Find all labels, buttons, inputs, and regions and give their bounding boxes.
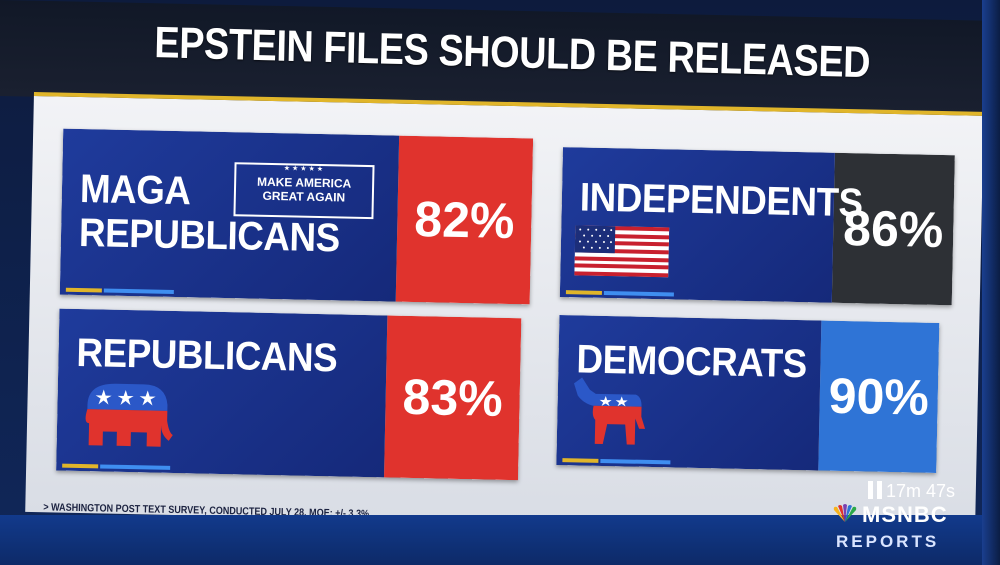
republicans-label: REPUBLICANS <box>76 330 338 381</box>
card-label-area: REPUBLICANS <box>56 308 388 478</box>
independents-percentage: 86% <box>831 152 955 306</box>
card-label-area: INDEPENDENTS <box>559 147 863 303</box>
accent-bar <box>603 290 674 297</box>
maga-badge: ★★★★★ MAKE AMERICA GREAT AGAIN <box>233 162 375 220</box>
accent-bar <box>100 464 171 470</box>
card-democrats: DEMOCRATS 90% <box>556 315 940 473</box>
broadcast-logo: 17m 47s MSNBC REPORTS <box>826 476 976 560</box>
poll-panel: MAGA REPUBLICANS ★★★★★ MAKE AMERICA GREA… <box>25 92 984 532</box>
pause-icon <box>868 481 882 499</box>
bottom-band <box>0 515 1000 565</box>
republicans-sublabel: REPUBLICANS <box>78 210 341 261</box>
card-republicans: REPUBLICANS 83% <box>56 308 522 481</box>
peacock-icon <box>833 504 857 522</box>
maga-label: MAGA <box>79 166 192 214</box>
show-name: REPORTS <box>836 532 940 551</box>
accent-bar <box>565 290 602 295</box>
card-independents: INDEPENDENTS <box>559 147 955 306</box>
republicans-percentage: 83% <box>384 315 522 481</box>
badge-stars: ★★★★★ <box>283 165 326 174</box>
accent-bar <box>65 287 102 293</box>
badge-line-2: GREAT AGAIN <box>262 188 346 205</box>
accent-bar <box>562 458 599 463</box>
accent-bar <box>600 458 671 465</box>
us-flag-icon <box>574 225 670 278</box>
timer-value: 17m 47s <box>886 481 956 501</box>
card-label-area: DEMOCRATS <box>556 315 822 471</box>
elephant-icon <box>85 383 173 447</box>
card-maga-republicans: MAGA REPUBLICANS ★★★★★ MAKE AMERICA GREA… <box>59 128 534 305</box>
accent-bar <box>62 463 99 469</box>
network-name: MSNBC <box>862 502 948 527</box>
donkey-icon <box>574 377 646 445</box>
independents-label: INDEPENDENTS <box>579 175 864 226</box>
card-label-area: MAGA REPUBLICANS ★★★★★ MAKE AMERICA GREA… <box>59 128 400 302</box>
live-timer: 17m 47s <box>868 481 955 502</box>
democrats-percentage: 90% <box>818 320 940 473</box>
accent-bar <box>103 288 174 294</box>
screen-bezel <box>982 0 1000 565</box>
maga-percentage: 82% <box>395 135 534 305</box>
